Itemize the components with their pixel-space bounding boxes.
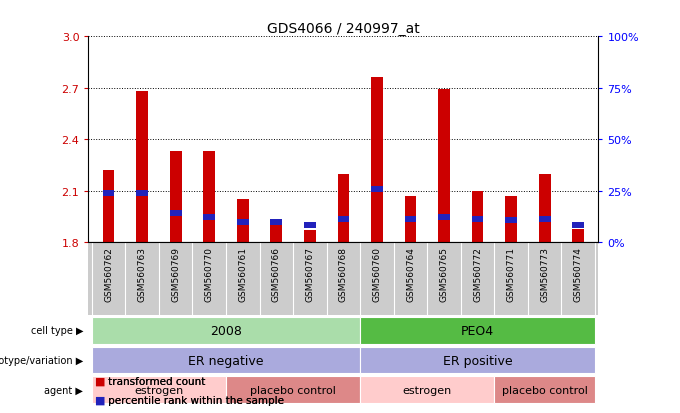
Text: GSM560764: GSM560764 [406, 246, 415, 301]
Bar [337, 216, 350, 222]
Bar [103, 190, 114, 197]
Text: GSM560772: GSM560772 [473, 246, 482, 301]
Bar [226, 377, 360, 403]
Text: transformed count: transformed count [105, 376, 206, 386]
Bar [573, 223, 584, 229]
Bar [494, 377, 595, 403]
Text: GSM560770: GSM560770 [205, 246, 214, 301]
Text: ■: ■ [95, 395, 105, 405]
Text: placebo control: placebo control [502, 385, 588, 395]
Bar [360, 347, 595, 374]
Bar [304, 223, 316, 229]
Bar [136, 92, 148, 243]
Text: GSM560763: GSM560763 [137, 246, 147, 301]
Bar [505, 218, 517, 224]
Bar [360, 317, 595, 344]
Bar [304, 230, 316, 243]
Text: ER negative: ER negative [188, 354, 264, 367]
Bar [539, 216, 551, 222]
Bar [360, 377, 494, 403]
Text: GSM560768: GSM560768 [339, 246, 348, 301]
Bar [539, 174, 551, 243]
Text: GSM560762: GSM560762 [104, 246, 113, 301]
Bar [472, 191, 483, 243]
Bar [405, 197, 416, 243]
Text: placebo control: placebo control [250, 385, 336, 395]
Bar [203, 214, 215, 221]
Text: GSM560774: GSM560774 [574, 246, 583, 301]
Bar [237, 220, 249, 225]
Bar [573, 229, 584, 243]
Text: GSM560773: GSM560773 [540, 246, 549, 301]
Text: ER positive: ER positive [443, 354, 513, 367]
Bar [438, 90, 450, 243]
Bar [505, 197, 517, 243]
Text: GSM560765: GSM560765 [439, 246, 449, 301]
Bar [103, 171, 114, 243]
Bar [438, 214, 450, 221]
Text: ■: ■ [95, 376, 105, 386]
Bar [170, 211, 182, 217]
Bar [371, 78, 383, 243]
Text: GSM560766: GSM560766 [272, 246, 281, 301]
Text: GSM560761: GSM560761 [238, 246, 248, 301]
Bar [237, 200, 249, 243]
Text: cell type ▶: cell type ▶ [31, 325, 84, 335]
Bar [271, 222, 282, 243]
Text: GSM560771: GSM560771 [507, 246, 515, 301]
Text: GSM560767: GSM560767 [305, 246, 314, 301]
Text: PEO4: PEO4 [461, 324, 494, 337]
Text: estrogen: estrogen [403, 385, 452, 395]
Text: agent ▶: agent ▶ [44, 385, 84, 395]
Bar [92, 317, 360, 344]
Text: 2008: 2008 [210, 324, 242, 337]
Text: genotype/variation ▶: genotype/variation ▶ [0, 355, 84, 365]
Text: ■ transformed count: ■ transformed count [95, 376, 205, 386]
Bar [92, 347, 360, 374]
Text: GSM560760: GSM560760 [373, 246, 381, 301]
Bar [170, 152, 182, 243]
Text: percentile rank within the sample: percentile rank within the sample [105, 395, 284, 405]
Title: GDS4066 / 240997_at: GDS4066 / 240997_at [267, 22, 420, 36]
Bar [92, 377, 226, 403]
Text: estrogen: estrogen [134, 385, 184, 395]
Bar [337, 174, 350, 243]
Bar [136, 190, 148, 197]
Bar [472, 216, 483, 222]
Bar [203, 152, 215, 243]
Bar [271, 220, 282, 225]
Bar [405, 216, 416, 222]
Text: GSM560769: GSM560769 [171, 246, 180, 301]
Bar [371, 187, 383, 193]
Text: ■ percentile rank within the sample: ■ percentile rank within the sample [95, 395, 284, 405]
